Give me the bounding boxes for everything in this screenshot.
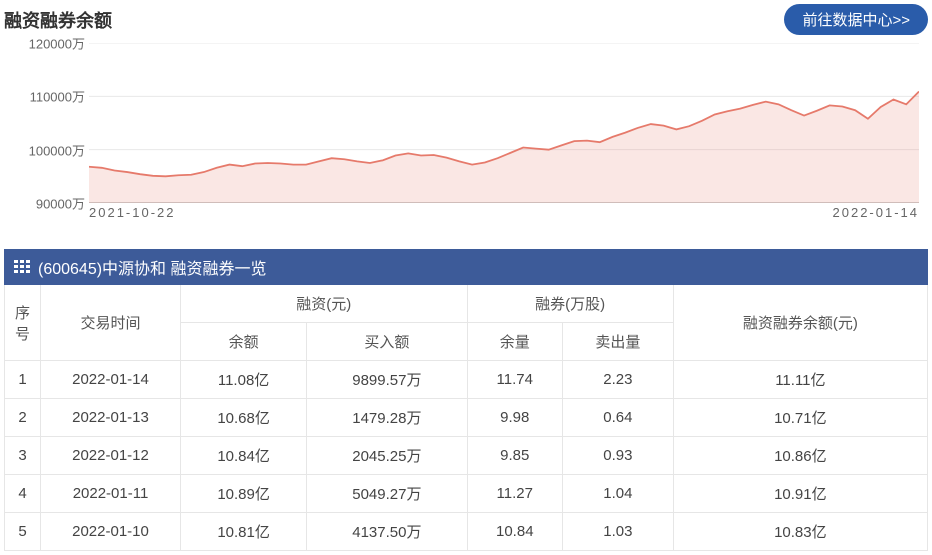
cell-total-balance: 10.91亿 bbox=[673, 475, 927, 513]
col-short-group: 融券(万股) bbox=[467, 285, 673, 323]
cell-date: 2022-01-13 bbox=[41, 399, 181, 437]
cell-short-sell: 1.03 bbox=[562, 513, 673, 551]
table-row: 22022-01-1310.68亿1479.28万9.980.6410.71亿 bbox=[5, 399, 928, 437]
x-end-label: 2022-01-14 bbox=[833, 205, 920, 220]
cell-finance-balance: 10.68亿 bbox=[181, 399, 307, 437]
table-row: 52022-01-1010.81亿4137.50万10.841.0310.83亿 bbox=[5, 513, 928, 551]
cell-short-balance: 9.85 bbox=[467, 437, 562, 475]
cell-short-sell: 0.93 bbox=[562, 437, 673, 475]
table-row: 32022-01-1210.84亿2045.25万9.850.9310.86亿 bbox=[5, 437, 928, 475]
col-finance-group: 融资(元) bbox=[181, 285, 468, 323]
cell-short-balance: 11.74 bbox=[467, 361, 562, 399]
cell-short-sell: 1.04 bbox=[562, 475, 673, 513]
cell-seq: 3 bbox=[5, 437, 41, 475]
cell-finance-buy: 1479.28万 bbox=[307, 399, 467, 437]
table-row: 12022-01-1411.08亿9899.57万11.742.2311.11亿 bbox=[5, 361, 928, 399]
cell-short-balance: 9.98 bbox=[467, 399, 562, 437]
x-axis-labels: 2021-10-22 2022-01-14 bbox=[89, 205, 919, 229]
y-tick-label: 120000万 bbox=[29, 34, 85, 53]
chart-title: 融资融券余额 bbox=[4, 7, 112, 33]
cell-seq: 5 bbox=[5, 513, 41, 551]
col-short-sell: 卖出量 bbox=[562, 323, 673, 361]
cell-total-balance: 10.86亿 bbox=[673, 437, 927, 475]
col-total-balance: 融资融券余额(元) bbox=[673, 285, 927, 361]
chart-plot-area bbox=[89, 43, 919, 203]
header-row: 融资融券余额 前往数据中心>> bbox=[4, 4, 928, 35]
col-finance-balance: 余额 bbox=[181, 323, 307, 361]
cell-total-balance: 10.83亿 bbox=[673, 513, 927, 551]
table-caption-text: (600645)中源协和 融资融券一览 bbox=[38, 255, 267, 279]
col-date: 交易时间 bbox=[41, 285, 181, 361]
cell-finance-balance: 11.08亿 bbox=[181, 361, 307, 399]
table-body: 12022-01-1411.08亿9899.57万11.742.2311.11亿… bbox=[5, 361, 928, 551]
cell-date: 2022-01-10 bbox=[41, 513, 181, 551]
cell-seq: 1 bbox=[5, 361, 41, 399]
cell-short-balance: 11.27 bbox=[467, 475, 562, 513]
margin-table: 序号 交易时间 融资(元) 融券(万股) 融资融券余额(元) 余额 买入额 余量… bbox=[4, 285, 928, 551]
cell-finance-balance: 10.84亿 bbox=[181, 437, 307, 475]
cell-short-sell: 0.64 bbox=[562, 399, 673, 437]
cell-short-balance: 10.84 bbox=[467, 513, 562, 551]
cell-finance-buy: 5049.27万 bbox=[307, 475, 467, 513]
y-axis-labels: 90000万100000万110000万120000万 bbox=[4, 43, 89, 203]
cell-date: 2022-01-12 bbox=[41, 437, 181, 475]
cell-finance-buy: 2045.25万 bbox=[307, 437, 467, 475]
cell-total-balance: 11.11亿 bbox=[673, 361, 927, 399]
margin-balance-chart: 90000万100000万110000万120000万 2021-10-22 2… bbox=[4, 43, 924, 233]
cell-date: 2022-01-14 bbox=[41, 361, 181, 399]
x-start-label: 2021-10-22 bbox=[89, 205, 176, 220]
goto-data-center-button[interactable]: 前往数据中心>> bbox=[784, 4, 928, 35]
cell-finance-balance: 10.81亿 bbox=[181, 513, 307, 551]
y-tick-label: 100000万 bbox=[29, 140, 85, 159]
table-caption: (600645)中源协和 融资融券一览 bbox=[4, 249, 928, 285]
cell-total-balance: 10.71亿 bbox=[673, 399, 927, 437]
margin-table-section: (600645)中源协和 融资融券一览 序号 交易时间 融资(元) 融券(万股)… bbox=[4, 249, 928, 551]
y-tick-label: 110000万 bbox=[30, 87, 85, 106]
cell-seq: 4 bbox=[5, 475, 41, 513]
table-grid-icon bbox=[14, 260, 30, 274]
cell-finance-buy: 9899.57万 bbox=[307, 361, 467, 399]
cell-seq: 2 bbox=[5, 399, 41, 437]
col-finance-buy: 买入额 bbox=[307, 323, 467, 361]
cell-date: 2022-01-11 bbox=[41, 475, 181, 513]
col-seq: 序号 bbox=[5, 285, 41, 361]
page-container: 融资融券余额 前往数据中心>> 90000万 100000万 110000万 1200… bbox=[0, 0, 932, 555]
table-head: 序号 交易时间 融资(元) 融券(万股) 融资融券余额(元) 余额 买入额 余量… bbox=[5, 285, 928, 361]
y-tick-label: 90000万 bbox=[36, 194, 85, 213]
col-short-balance: 余量 bbox=[467, 323, 562, 361]
cell-finance-buy: 4137.50万 bbox=[307, 513, 467, 551]
table-row: 42022-01-1110.89亿5049.27万11.271.0410.91亿 bbox=[5, 475, 928, 513]
cell-finance-balance: 10.89亿 bbox=[181, 475, 307, 513]
chart-svg bbox=[89, 43, 919, 203]
cell-short-sell: 2.23 bbox=[562, 361, 673, 399]
